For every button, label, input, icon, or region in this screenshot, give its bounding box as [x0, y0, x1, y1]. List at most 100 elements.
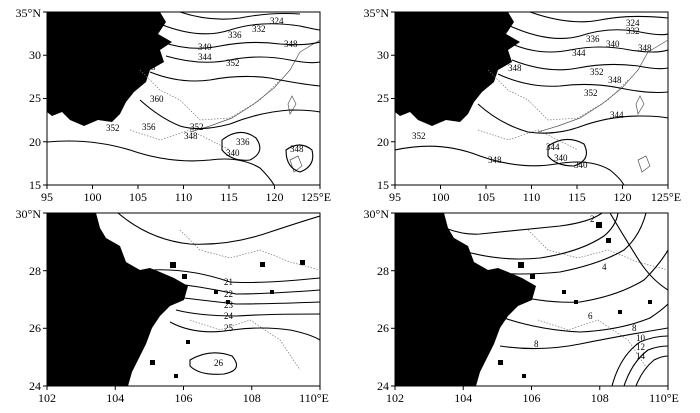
- panel-b-terrain-mask: [395, 12, 520, 126]
- panel-b-contour: [395, 145, 625, 185]
- contour-label: 8: [632, 323, 637, 333]
- panel-a-province-border: [129, 129, 231, 151]
- contour-label: 352: [106, 123, 120, 133]
- contour-label: 352: [412, 131, 426, 141]
- y-tick-label: 25: [29, 91, 41, 105]
- y-tick-label: 20: [377, 135, 389, 149]
- y-tick-label: 35°N: [364, 6, 390, 20]
- panel-c: (c) 21 22 23 24 25 26 102 104 106 108 11…: [16, 207, 329, 405]
- panel-b-contour: [511, 43, 668, 53]
- contour-label: 26: [214, 358, 224, 368]
- contour-label: 344: [610, 110, 624, 120]
- contour-label: 344: [572, 48, 586, 58]
- panel-a-contour: [159, 23, 320, 35]
- contour-label: 22: [224, 289, 233, 299]
- panel-b-island: [637, 155, 651, 173]
- panel-a-contour: [149, 71, 320, 87]
- x-tick-label: 102: [386, 391, 404, 405]
- contour-label: 340: [226, 148, 240, 158]
- contour-label: 340: [606, 39, 620, 49]
- contour-label: 336: [586, 34, 600, 44]
- x-tick-label: 100: [432, 190, 450, 204]
- panel-d-contour: [503, 303, 668, 333]
- contour-label: 340: [554, 153, 568, 163]
- panel-c-contour: [175, 309, 320, 317]
- panel-a-contour: [285, 144, 314, 173]
- x-tick-label: 125°E: [651, 190, 681, 204]
- panel-a-terrain-mask: [47, 12, 172, 126]
- y-tick-label: 28: [377, 264, 389, 278]
- panel-d-y-axis: 30°N 28 26 24: [364, 207, 395, 393]
- contour-label: 324: [626, 18, 640, 28]
- panel-d-x-axis: 102 104 106 108 110°E: [386, 386, 679, 405]
- contour-label: 352: [584, 88, 598, 98]
- panel-b: (b) 324 332 336 340 348 344 348 352 348 …: [364, 6, 682, 204]
- panel-a-contour: [165, 55, 320, 64]
- y-tick-label: 30: [29, 48, 41, 62]
- y-tick-label: 30°N: [16, 207, 42, 221]
- contour-label: 332: [626, 26, 640, 36]
- y-tick-label: 25: [377, 91, 389, 105]
- panel-b-contour: [509, 25, 668, 39]
- contour-label: 10: [636, 333, 646, 343]
- panel-c-contour-labels: 21 22 23 24 25 26: [214, 277, 234, 368]
- x-tick-label: 106: [175, 391, 193, 405]
- panel-c-contour: [117, 213, 320, 245]
- panel-b-label: (b): [400, 15, 413, 27]
- panel-b-coastline: [537, 39, 668, 133]
- y-tick-label: 26: [377, 321, 389, 335]
- x-tick-label: 115: [220, 190, 238, 204]
- panel-a-contour: [161, 41, 320, 49]
- x-tick-label: 104: [454, 391, 472, 405]
- panel-c-contour: [159, 281, 320, 295]
- x-tick-label: 102: [38, 391, 56, 405]
- panel-b-y-axis: 35°N 30 25 20 15: [364, 6, 395, 192]
- y-tick-label: 24: [29, 379, 41, 393]
- x-tick-label: 105: [477, 190, 495, 204]
- x-tick-label: 110: [175, 190, 193, 204]
- contour-label: 2: [590, 214, 595, 224]
- panel-b-contour: [511, 59, 668, 71]
- panel-d-contour: [499, 327, 668, 350]
- x-tick-label: 110: [523, 190, 541, 204]
- panel-a-island: [287, 95, 297, 115]
- panel-c-contour: [167, 295, 320, 305]
- x-tick-label: 115: [568, 190, 586, 204]
- contour-label: 332: [252, 24, 266, 34]
- contour-label: 4: [602, 262, 607, 272]
- panel-a-province-border: [139, 69, 281, 121]
- contour-label: 348: [608, 75, 622, 85]
- panel-d-province-border: [537, 319, 649, 371]
- contour-label: 21: [224, 277, 233, 287]
- x-tick-label: 120: [614, 190, 632, 204]
- contour-label: 23: [224, 300, 234, 310]
- contour-label: 348: [638, 43, 652, 53]
- x-tick-label: 120: [266, 190, 284, 204]
- panel-d-contour: [635, 355, 668, 386]
- x-tick-label: 104: [106, 391, 124, 405]
- x-tick-label: 110°E: [649, 391, 679, 405]
- contour-label: 360: [150, 94, 164, 104]
- contour-label: 340: [574, 160, 588, 170]
- panel-a-coastline: [189, 39, 320, 133]
- panel-d-terrain-mask: [395, 213, 536, 386]
- panel-b-contour: [547, 138, 587, 167]
- panel-a: (a) 324 332 336 340 344 348 348 352 360 …: [16, 6, 332, 204]
- panel-d-label: (d): [400, 215, 413, 227]
- contour-label: 348: [290, 144, 304, 154]
- x-tick-label: 125°E: [301, 190, 331, 204]
- panel-b-contour: [477, 103, 668, 134]
- contour-label: 24: [224, 311, 234, 321]
- panel-c-label: (c): [52, 215, 65, 227]
- panel-a-contour: [47, 140, 275, 185]
- contour-label: 25: [224, 323, 234, 333]
- contour-label: 356: [142, 122, 156, 132]
- x-tick-label: 110°E: [299, 391, 329, 405]
- panel-b-x-axis: 95 100 105 110 115 120 125°E: [389, 185, 681, 204]
- contour-label: 336: [228, 30, 242, 40]
- contour-label: 348: [508, 63, 522, 73]
- panel-d-contour: [459, 213, 619, 260]
- y-tick-label: 30°N: [364, 207, 390, 221]
- contour-label: 348: [284, 39, 298, 49]
